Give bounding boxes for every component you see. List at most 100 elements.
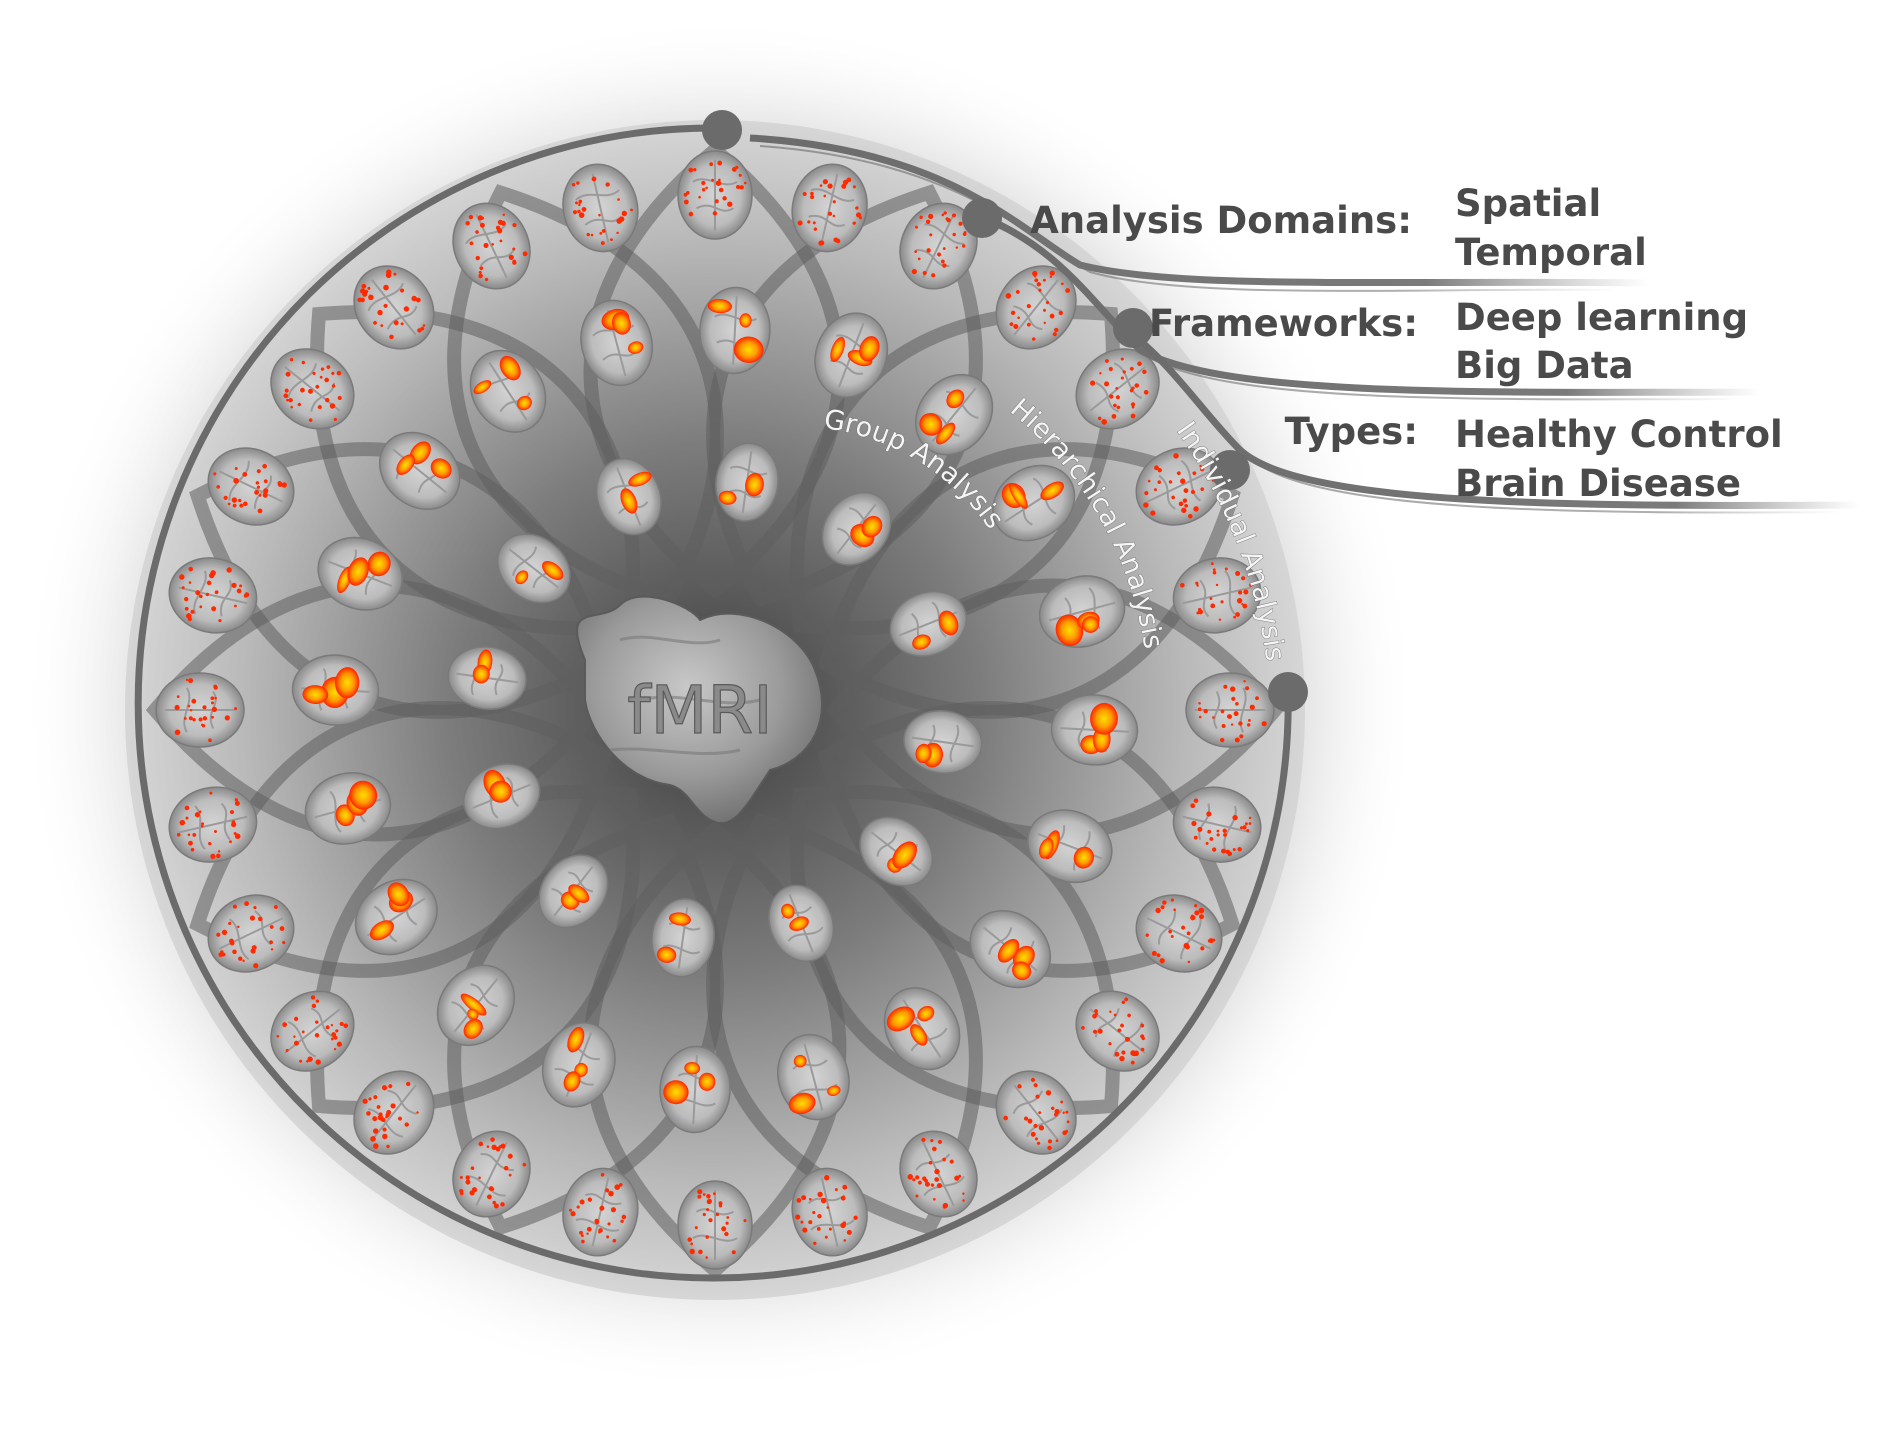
brain-slice [1186, 673, 1274, 747]
activation-speck [202, 724, 205, 727]
activation-speck [697, 1195, 701, 1199]
activation-speck [715, 199, 719, 203]
activation-speck [721, 1226, 726, 1231]
activation-speck [1221, 710, 1225, 714]
activation-speck [689, 212, 694, 217]
activation-speck [719, 1201, 723, 1205]
activation-speck [199, 718, 203, 722]
activation-speck [735, 166, 738, 169]
category-item-temporal: Temporal [1455, 231, 1647, 274]
activation-speck [191, 699, 196, 704]
activation-speck [695, 1226, 698, 1229]
activation-speck [718, 179, 721, 182]
activation-speck [713, 211, 717, 215]
activation-speck [1227, 714, 1232, 719]
brain-slice [156, 673, 244, 747]
activation-speck [1248, 719, 1251, 722]
activation-speck [744, 1219, 747, 1222]
activation-speck [740, 185, 744, 189]
activation-speck [1222, 724, 1226, 728]
activation-speck [732, 1250, 736, 1254]
category-item-spatial: Spatial [1455, 182, 1601, 225]
activation-speck [702, 188, 705, 191]
activation-speck [1243, 680, 1245, 682]
category-item-healthy-control: Healthy Control [1455, 413, 1783, 456]
category-heading-types: Types: [1285, 410, 1418, 453]
activation-speck [687, 1237, 692, 1242]
activation-speck [211, 716, 214, 719]
activation-speck [705, 1256, 708, 1259]
activation-speck [708, 1218, 712, 1222]
activation-speck [188, 678, 193, 683]
activation-speck [684, 200, 689, 205]
category-item-brain-disease: Brain Disease [1455, 462, 1741, 505]
activation-speck [184, 717, 187, 720]
activation-speck [701, 181, 705, 185]
activation-speck [234, 707, 237, 710]
arc-start-node [702, 110, 742, 150]
activation-speck [214, 697, 217, 700]
activation-speck [1199, 716, 1202, 719]
activation-speck [1245, 686, 1249, 690]
activation-speck [1235, 702, 1239, 706]
activation-speck [711, 179, 714, 182]
activation-speck [202, 705, 206, 709]
activation-speck [1223, 685, 1227, 689]
activation-speck [688, 168, 693, 173]
activation-speck [1231, 723, 1233, 725]
category-item-big-data: Big Data [1455, 344, 1634, 387]
activation-speck [203, 716, 207, 720]
activation-speck [690, 1243, 693, 1246]
activation-speck [1250, 705, 1255, 710]
activation-speck [706, 1235, 709, 1238]
activation-speck [727, 202, 732, 207]
activation-speck [698, 1250, 703, 1255]
activation-speck [739, 174, 742, 177]
activation-speck [1238, 721, 1242, 725]
activation-speck [709, 162, 713, 166]
activation-speck [1204, 709, 1208, 713]
activation-speck [1198, 707, 1202, 711]
activation-speck [1255, 696, 1259, 700]
activation-speck [1262, 721, 1267, 726]
activation-speck [211, 701, 214, 704]
activation-speck [1212, 716, 1215, 719]
activation-speck [706, 1194, 711, 1199]
activation-speck [208, 738, 212, 742]
activation-speck [1230, 686, 1235, 691]
activation-speck [192, 718, 195, 721]
activation-speck [690, 1249, 695, 1254]
activation-speck [188, 705, 191, 708]
center-label: fMRI [627, 672, 773, 749]
activation-speck [716, 1213, 719, 1216]
connector-node-frameworks [1113, 308, 1153, 348]
activation-speck [719, 188, 724, 193]
activation-speck [716, 181, 721, 186]
connector-node-analysis-domains [962, 198, 1002, 238]
activation-speck [717, 161, 722, 166]
activation-speck [211, 696, 215, 700]
arc-end-node [1268, 672, 1308, 712]
activation-speck [225, 715, 230, 720]
activation-speck [697, 1189, 702, 1194]
activation-speck [744, 182, 747, 185]
activation-speck [703, 1213, 706, 1216]
activation-speck [693, 168, 696, 171]
activation-speck [1231, 697, 1235, 701]
activation-speck [175, 730, 181, 736]
activation-speck [1239, 734, 1243, 738]
activation-speck [705, 187, 708, 190]
category-heading-frameworks: Frameworks: [1149, 302, 1418, 345]
activation-speck [190, 709, 192, 711]
activation-speck [707, 1199, 712, 1204]
activation-speck [724, 1232, 728, 1236]
activation-speck [698, 196, 701, 199]
activation-speck [703, 1193, 706, 1196]
activation-speck [1220, 738, 1224, 742]
activation-speck [175, 705, 180, 710]
activation-speck [213, 685, 217, 689]
activation-speck [1234, 711, 1239, 716]
activation-speck [189, 716, 193, 720]
